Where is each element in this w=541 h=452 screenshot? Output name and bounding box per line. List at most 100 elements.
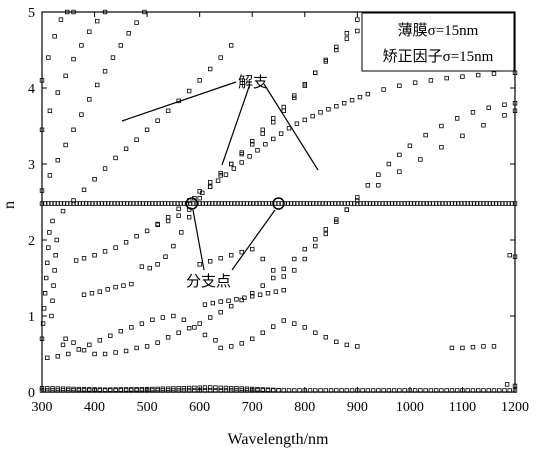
data-point-series-10-15: [313, 70, 318, 75]
data-point-series-3-5: [102, 351, 108, 357]
data-point-series-0-52: [203, 201, 209, 206]
data-point-series-5-13: [186, 88, 192, 94]
data-point-series-15-3: [226, 298, 231, 303]
data-point-series-4-20: [281, 108, 286, 113]
data-point-series-14-14: [192, 325, 197, 330]
data-point-series-0-63: [238, 201, 243, 206]
annotation-leader-lines: [121, 81, 319, 271]
data-point-series-12-6: [260, 256, 265, 262]
plot-frame: [41, 11, 516, 393]
data-point-series-0-124: [430, 201, 436, 206]
data-point-series-0-105: [370, 201, 376, 206]
data-point-series-12-15: [355, 195, 360, 200]
data-point-series-0-135: [465, 201, 470, 206]
data-point-series-0-38: [159, 201, 165, 206]
data-point-series-3-7: [123, 348, 129, 354]
data-point-series-17-5: [45, 260, 50, 265]
x-tick-label: 400: [84, 400, 105, 415]
x-axis-ticks: 300 400 500 600 700 800 900 1000 1100 1200: [32, 12, 529, 415]
data-point-series-9-9: [263, 142, 268, 147]
data-point-series-13-7: [292, 321, 297, 326]
data-point-series-0-33: [143, 201, 149, 206]
data-point-series-8-3: [58, 17, 64, 22]
data-point-series-3-4: [92, 351, 97, 357]
data-point-series-0-132: [456, 201, 461, 206]
data-point-series-19-0: [449, 345, 455, 351]
data-point-series-0-80: [292, 201, 297, 206]
data-point-series-0-115: [402, 201, 407, 206]
annotation-leader-line-4: [231, 209, 276, 271]
data-point-series-9-7: [247, 154, 252, 159]
data-point-series-2-23: [160, 386, 166, 392]
x-tick-label: 800: [294, 400, 315, 415]
data-point-series-10-11: [271, 116, 276, 121]
data-point-series-12-10: [302, 256, 307, 262]
data-point-series-5-11: [165, 108, 171, 113]
data-point-series-17-3: [42, 290, 48, 296]
data-point-series-0-24: [115, 201, 120, 206]
data-point-series-0-104: [367, 201, 373, 206]
data-point-series-9-3: [215, 178, 221, 183]
legend-entry-correction-factor: 矫正因子σ=15nm: [383, 48, 494, 65]
data-point-series-13-11: [334, 339, 339, 345]
data-point-series-3-20: [260, 283, 265, 288]
data-point-series-2-28: [186, 385, 192, 391]
data-point-series-4-14: [218, 170, 223, 176]
data-point-series-2-7: [76, 386, 81, 392]
data-point-series-8-1: [46, 55, 51, 60]
data-point-series-9-6: [239, 160, 244, 165]
data-point-series-10-10: [260, 127, 265, 132]
data-point-series-5-6: [113, 155, 118, 161]
data-point-series-0-15: [87, 201, 92, 206]
data-point-series-4-26: [344, 31, 350, 36]
data-point-series-5-3: [81, 187, 87, 193]
data-point-series-0-75: [276, 201, 281, 206]
data-point-series-2-9: [87, 387, 92, 392]
data-point-series-3-12: [176, 330, 181, 335]
data-point-series-0-67: [251, 201, 256, 206]
data-point-series-14-10: [150, 317, 155, 322]
data-point-series-0-78: [285, 201, 291, 206]
data-point-series-0-29: [131, 201, 136, 206]
data-point-series-9-14: [302, 117, 307, 123]
data-point-series-12-5: [250, 246, 255, 252]
data-point-series-0-93: [333, 201, 338, 206]
data-point-series-0-27: [124, 201, 130, 206]
data-point-series-0-10: [71, 201, 76, 206]
data-point-series-0-42: [172, 201, 177, 206]
data-point-series-3-25: [313, 237, 318, 242]
data-point-series-6-7: [94, 82, 100, 88]
data-point-series-0-43: [175, 201, 180, 206]
data-point-series-3-1: [63, 336, 68, 341]
data-point-series-0-41: [169, 201, 174, 206]
data-point-series-0-95: [339, 201, 344, 206]
data-point-series-0-114: [399, 201, 404, 206]
data-point-series-0-128: [443, 201, 448, 206]
data-point-series-0-92: [329, 201, 335, 206]
y-axis-label: n: [1, 201, 18, 209]
data-point-series-6-11: [126, 31, 131, 36]
data-point-series-12-26: [502, 102, 507, 107]
data-point-series-4-3: [102, 249, 108, 254]
data-point-series-2-21: [150, 386, 155, 392]
data-point-series-0-61: [232, 201, 237, 206]
data-point-series-0-119: [415, 201, 420, 206]
data-point-series-0-125: [433, 201, 439, 206]
data-point-series-6-4: [71, 127, 76, 132]
data-point-series-4-2: [92, 252, 97, 258]
data-point-series-10-18: [344, 36, 350, 41]
data-point-series-0-8: [65, 201, 70, 206]
data-point-series-12-7: [271, 268, 276, 273]
data-point-series-13-3: [250, 336, 255, 341]
data-point-series-10-0: [155, 222, 160, 227]
data-point-series-0-25: [118, 201, 124, 206]
data-point-series-4-25: [334, 44, 339, 50]
data-point-series-4-6: [134, 233, 139, 239]
data-point-series-16-0: [81, 292, 87, 297]
data-point-series-12-2: [218, 256, 223, 261]
data-point-series-0-147: [503, 201, 508, 206]
data-point-series-3-3: [81, 347, 87, 353]
data-point-series-0-103: [364, 201, 369, 206]
data-point-series-3-2: [71, 340, 76, 345]
data-point-series-5-1: [60, 208, 66, 214]
